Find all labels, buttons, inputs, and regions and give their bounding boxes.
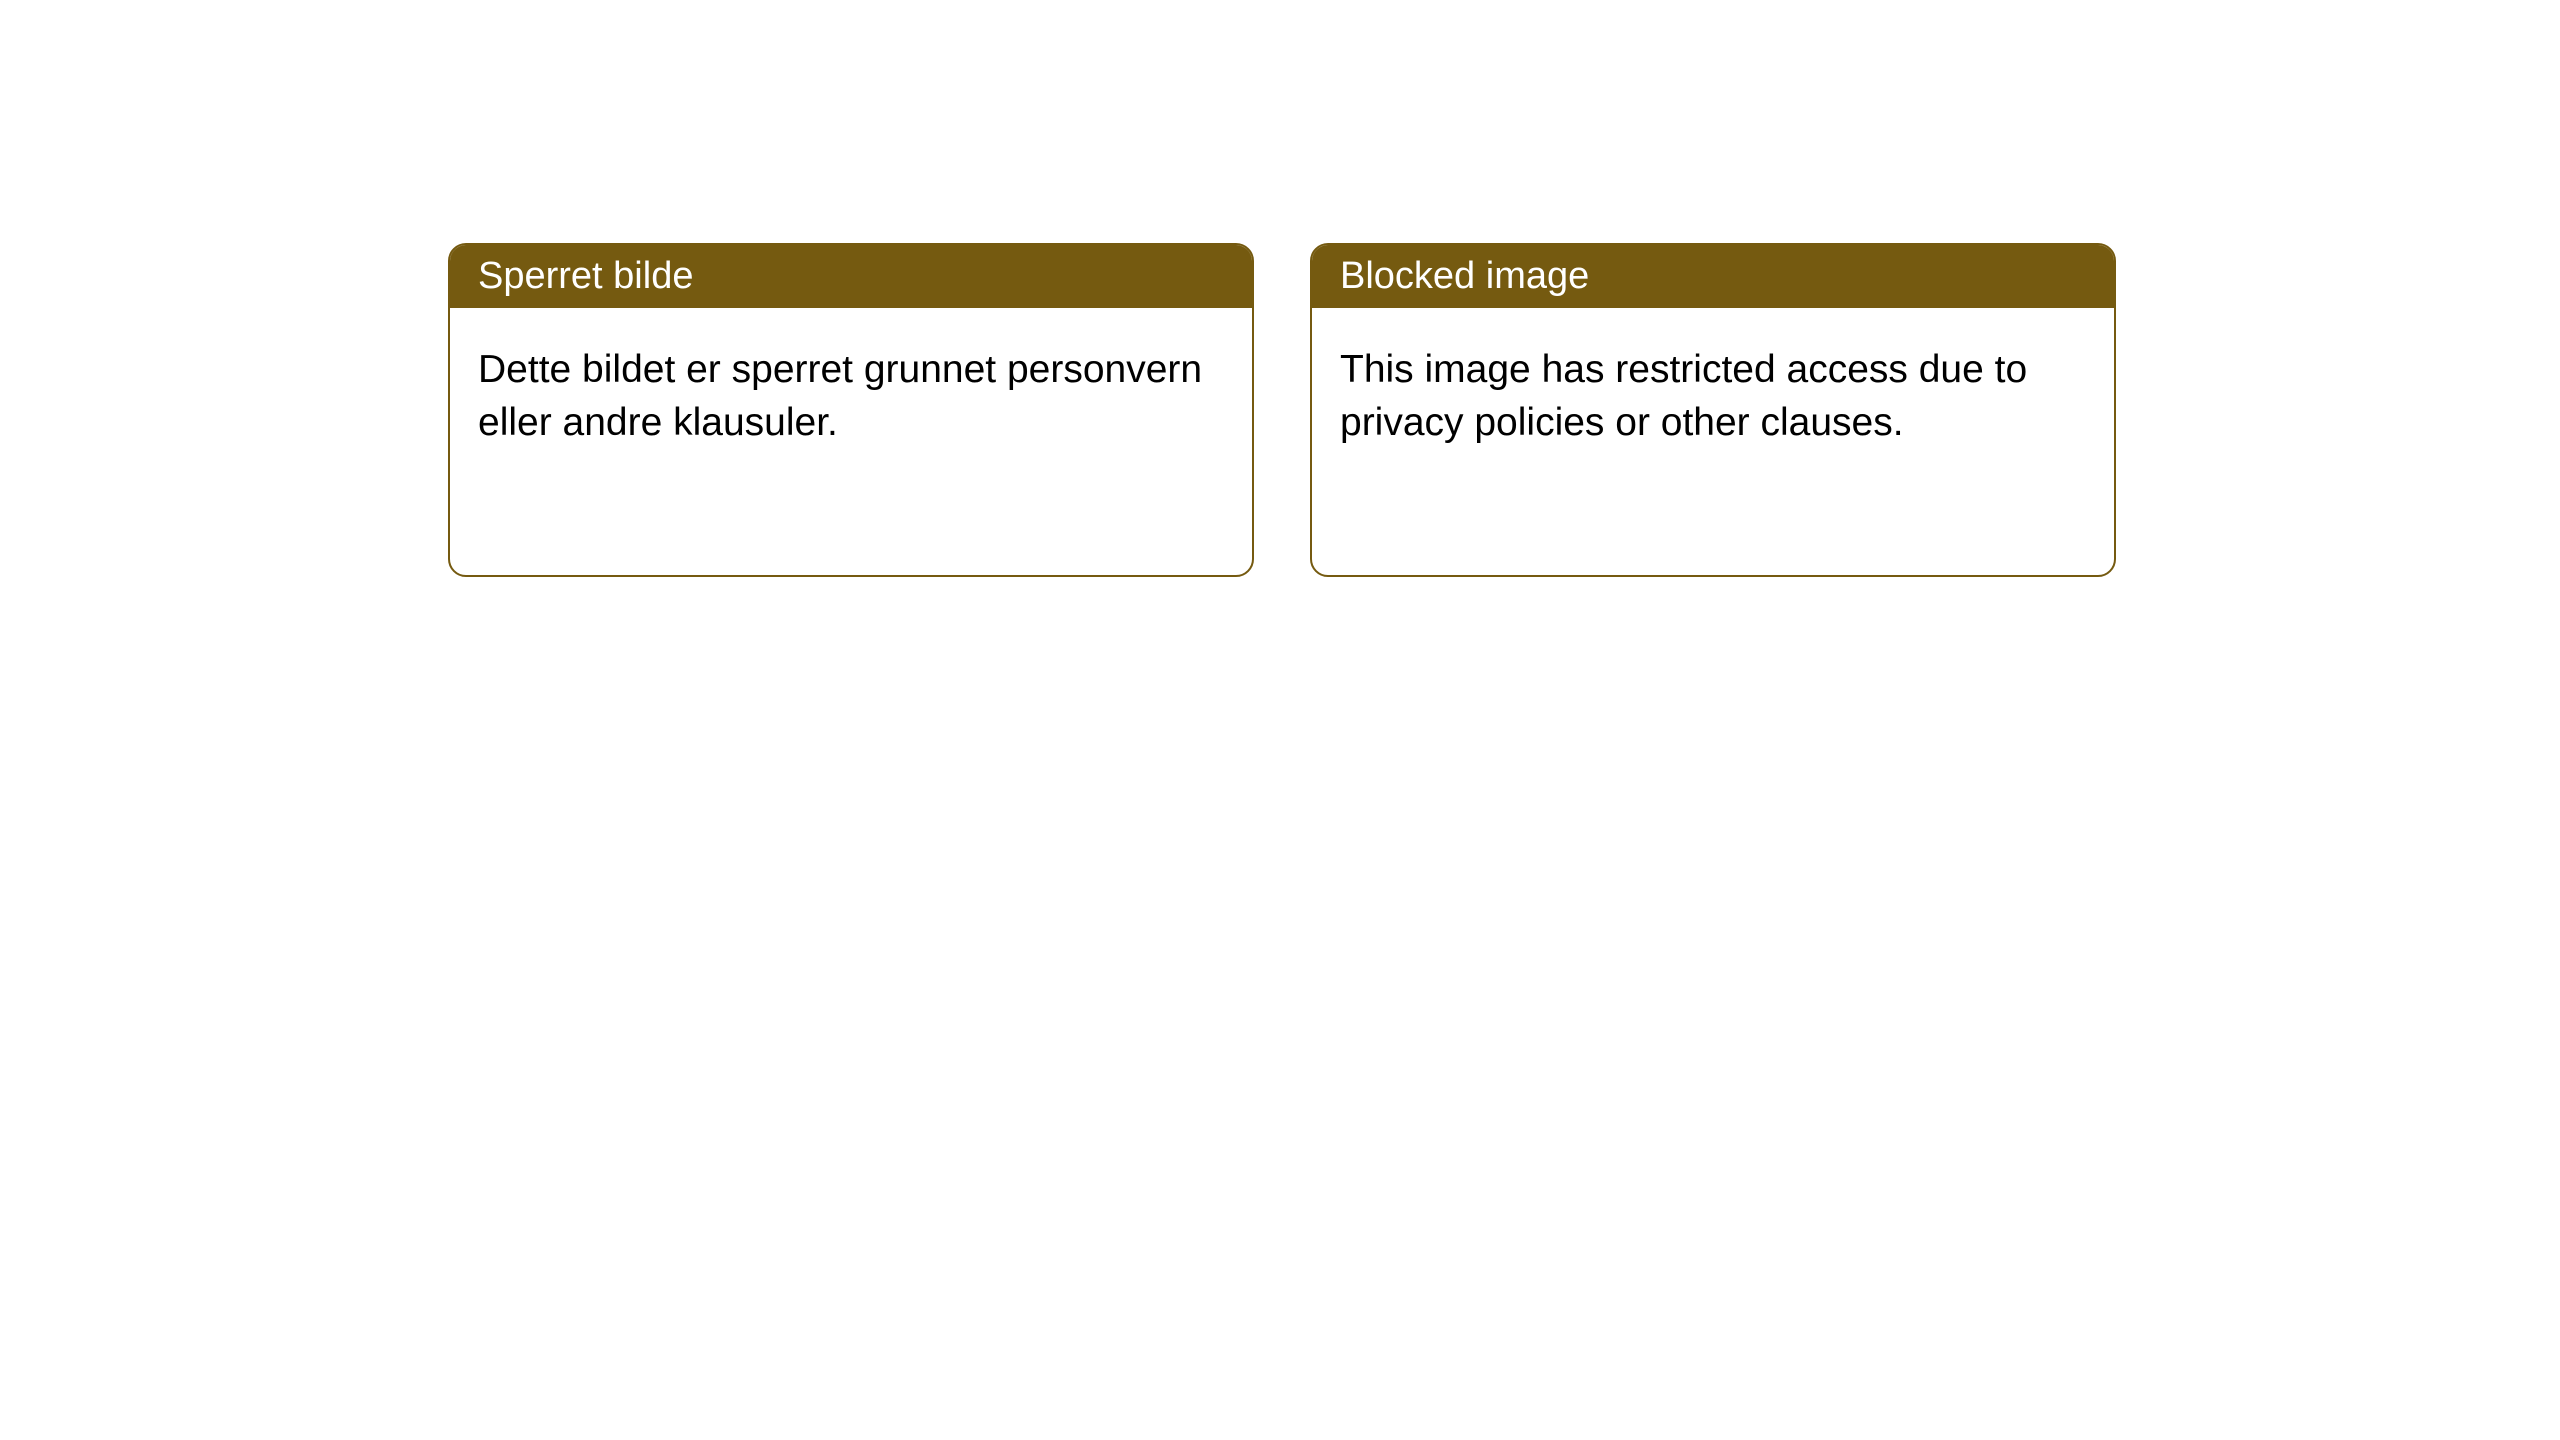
card-header: Sperret bilde xyxy=(450,245,1252,308)
blocked-image-card-no: Sperret bilde Dette bildet er sperret gr… xyxy=(448,243,1254,577)
blocked-image-card-en: Blocked image This image has restricted … xyxy=(1310,243,2116,577)
notice-cards-container: Sperret bilde Dette bildet er sperret gr… xyxy=(0,0,2560,577)
card-body: Dette bildet er sperret grunnet personve… xyxy=(450,308,1252,485)
card-header: Blocked image xyxy=(1312,245,2114,308)
card-body-text: This image has restricted access due to … xyxy=(1340,348,2027,444)
card-body: This image has restricted access due to … xyxy=(1312,308,2114,485)
card-header-text: Sperret bilde xyxy=(478,255,693,297)
card-body-text: Dette bildet er sperret grunnet personve… xyxy=(478,348,1202,444)
card-header-text: Blocked image xyxy=(1340,255,1589,297)
